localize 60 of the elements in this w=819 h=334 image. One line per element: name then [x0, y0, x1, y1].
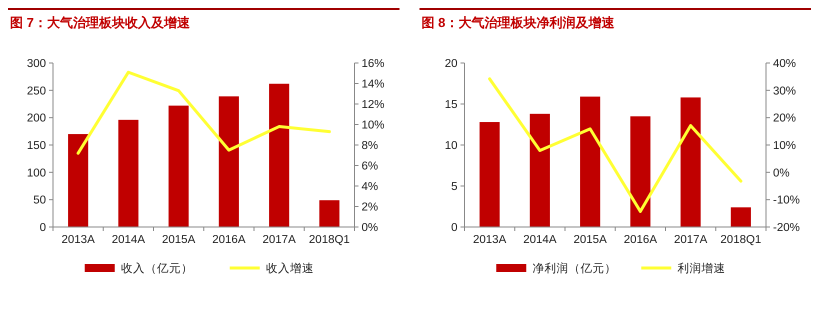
- y2-tick-label: 4%: [362, 181, 378, 193]
- bar: [680, 97, 701, 227]
- y-tick-label: 0: [40, 222, 46, 234]
- x-tick-label: 2017A: [262, 234, 296, 246]
- y-tick-label: 100: [26, 167, 46, 180]
- legend-label: 收入增速: [266, 261, 314, 275]
- y2-tick-label: 2%: [362, 202, 378, 214]
- y2-tick-label: 8%: [362, 140, 378, 152]
- x-tick-label: 2018Q1: [308, 234, 350, 246]
- x-tick-label: 2014A: [112, 234, 146, 246]
- chart-title: 图 7：大气治理板块收入及增速: [10, 15, 191, 30]
- bar: [730, 207, 751, 227]
- y2-tick-label: 20%: [773, 112, 796, 125]
- legend-label: 净利润（亿元）: [532, 261, 616, 275]
- y2-tick-label: 0%: [362, 222, 378, 234]
- x-tick-label: 2013A: [61, 234, 96, 246]
- bar: [319, 200, 340, 227]
- bar: [580, 96, 600, 227]
- bar: [118, 120, 138, 227]
- y2-tick-label: 10%: [362, 120, 385, 132]
- y2-tick-label: -20%: [773, 222, 800, 234]
- y-tick-label: 250: [26, 85, 46, 98]
- x-tick-label: 2017A: [674, 234, 708, 246]
- line-series: [76, 70, 331, 155]
- y-tick-label: 5: [451, 181, 458, 193]
- y2-tick-label: -10%: [773, 194, 800, 207]
- y2-tick-label: 6%: [362, 160, 378, 172]
- y-tick-label: 20: [444, 58, 458, 70]
- bar: [68, 134, 88, 227]
- x-tick-label: 2014A: [523, 234, 557, 246]
- y-tick-label: 15: [444, 99, 458, 111]
- y-tick-label: 150: [26, 140, 46, 152]
- y-tick-label: 300: [26, 58, 46, 70]
- y2-tick-label: 40%: [773, 58, 796, 70]
- y2-tick-label: 30%: [773, 85, 796, 98]
- bar: [630, 116, 650, 227]
- bar: [168, 106, 189, 227]
- x-tick-label: 2018Q1: [720, 234, 762, 246]
- bar: [480, 122, 500, 227]
- bar: [530, 114, 550, 227]
- y2-tick-label: 12%: [362, 99, 385, 111]
- bar: [218, 96, 239, 227]
- x-tick-label: 2015A: [573, 234, 608, 246]
- y-tick-label: 200: [26, 112, 46, 125]
- y2-tick-label: 0%: [773, 167, 790, 180]
- y-tick-label: 0: [451, 222, 458, 234]
- line-series: [488, 77, 742, 213]
- y2-tick-label: 14%: [362, 78, 385, 90]
- legend-label: 收入（亿元）: [120, 261, 193, 275]
- bar: [269, 84, 290, 227]
- x-tick-label: 2016A: [624, 234, 658, 246]
- y2-tick-label: 16%: [362, 58, 385, 70]
- y-tick-label: 50: [33, 194, 46, 207]
- chart-title: 图 8：大气治理板块净利润及增速: [422, 15, 616, 30]
- legend-label: 利润增速: [677, 261, 726, 275]
- y2-tick-label: 10%: [773, 140, 796, 152]
- x-tick-label: 2015A: [162, 234, 196, 246]
- y-tick-label: 10: [444, 140, 458, 152]
- x-tick-label: 2013A: [472, 234, 507, 246]
- x-tick-label: 2016A: [212, 234, 246, 246]
